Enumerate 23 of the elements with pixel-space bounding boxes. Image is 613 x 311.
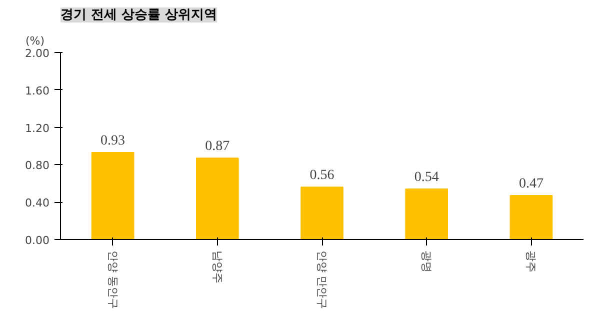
y-tick-label: 0.40 [25,196,50,210]
x-tick-label: 안양 만안구 [316,250,328,309]
data-label: 0.87 [205,139,230,154]
data-label: 0.54 [414,170,439,186]
bar [91,152,134,240]
y-tick-label: 1.20 [25,122,50,135]
y-axis-title: (%) [26,34,45,48]
y-tick-label: 2.00 [25,47,50,60]
x-tick-label: 광주 [524,250,538,272]
y-tick-label: 1.60 [25,84,50,98]
x-tick-label: 남양주 [210,250,224,284]
x-tick-label: 광명 [420,250,434,272]
bar [196,158,239,240]
x-tick-label: 안양 동안구 [106,250,120,309]
bar [300,186,344,240]
data-label: 0.93 [100,134,126,149]
data-label: 0.47 [518,176,544,192]
y-tick-label: 0.00 [25,234,50,247]
chart-title: 경기 전세 상승률 상위지역 [60,8,218,22]
bar [510,195,553,240]
data-label: 0.56 [310,168,334,184]
y-tick-label: 0.80 [25,159,50,172]
bar [405,188,448,240]
